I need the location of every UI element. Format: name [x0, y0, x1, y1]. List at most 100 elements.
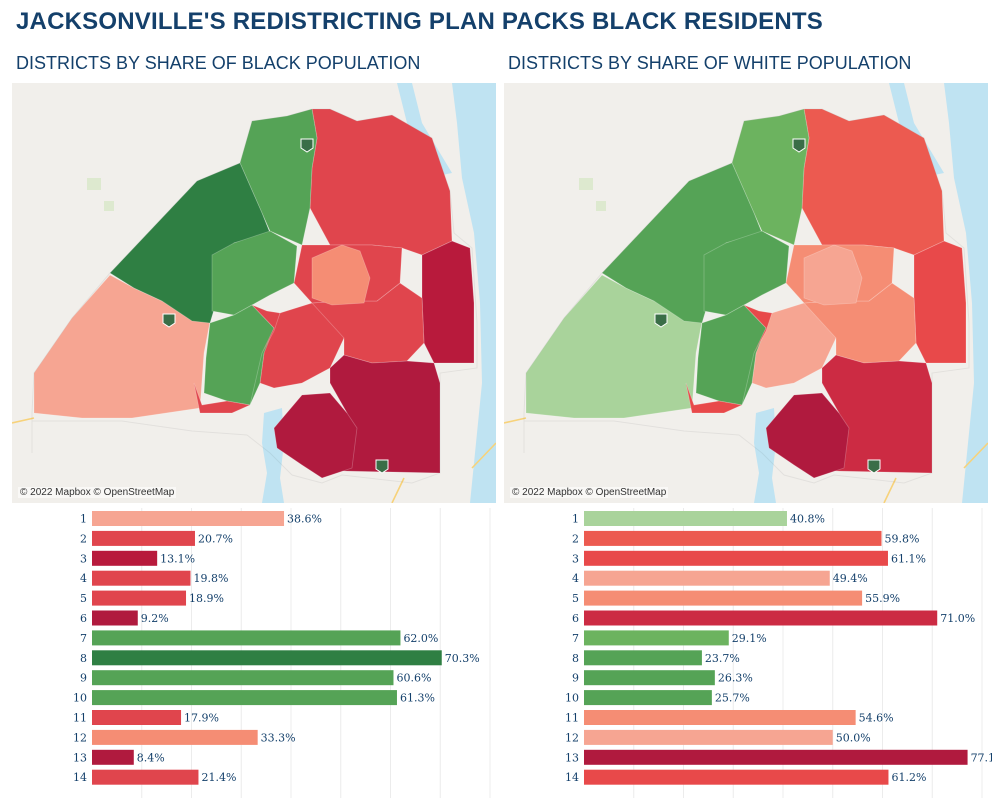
district-label: 5: [80, 592, 87, 605]
bar[interactable]: [92, 650, 442, 666]
district-6[interactable]: [821, 354, 933, 474]
bar-value-label: 55.9%: [865, 592, 900, 605]
district-6[interactable]: [329, 354, 441, 474]
district-7[interactable]: [731, 108, 810, 246]
district-9[interactable]: [211, 230, 298, 316]
bar[interactable]: [584, 769, 889, 785]
district-label: 11: [73, 712, 87, 725]
map-attribution[interactable]: © 2022 Mapbox © OpenStreetMap: [18, 487, 177, 498]
district-label: 14: [73, 771, 87, 784]
bar-chart-svg: 1 40.8% 2 59.8% 3 61.1% 4 49.4% 5 55.9% 6 71.0% 7 29.…: [565, 508, 992, 798]
park-area: [87, 178, 101, 190]
bar-value-label: 26.3%: [718, 672, 753, 685]
bar[interactable]: [92, 749, 134, 765]
bar-value-label: 25.7%: [715, 692, 750, 705]
county-outline: [523, 108, 970, 484]
bar[interactable]: [92, 710, 182, 725]
district-label: 3: [80, 552, 87, 565]
ocean: [452, 83, 496, 503]
bar[interactable]: [92, 511, 285, 526]
bar-value-label: 77.1%: [971, 751, 992, 764]
bar[interactable]: [92, 729, 258, 745]
district-10[interactable]: [695, 304, 767, 406]
district-label: 5: [572, 592, 579, 605]
bar-chart-svg: 1 38.6% 2 20.7% 3 13.1% 4 19.8% 5 18.9% 6 9.2% 7 62.0…: [73, 508, 491, 798]
district-label: 2: [80, 532, 87, 545]
bar[interactable]: [584, 570, 830, 586]
bar[interactable]: [584, 650, 702, 666]
district-7[interactable]: [239, 108, 318, 246]
bar[interactable]: [92, 570, 191, 586]
bar[interactable]: [584, 511, 787, 526]
road: [504, 417, 988, 503]
district-label: 7: [572, 632, 579, 645]
bar-chart-black: 1 38.6% 2 20.7% 3 13.1% 4 19.8% 5 18.9% 6 9.2% 7 62.0…: [10, 508, 500, 800]
district-2[interactable]: [801, 108, 945, 256]
district-label: 10: [73, 692, 87, 705]
bar[interactable]: [584, 749, 968, 765]
bar[interactable]: [584, 530, 882, 546]
bar[interactable]: [584, 670, 715, 686]
district-3[interactable]: [913, 240, 967, 364]
district-label: 14: [565, 771, 579, 784]
interstate-shield-icon: [300, 138, 314, 153]
bar-value-label: 29.1%: [732, 632, 767, 645]
bar-value-label: 40.8%: [790, 513, 825, 526]
bar[interactable]: [92, 550, 158, 566]
district-13[interactable]: [765, 392, 850, 479]
river-inlet: [889, 83, 944, 175]
bar[interactable]: [584, 550, 888, 566]
bar-value-label: 70.3%: [445, 652, 480, 665]
bar[interactable]: [584, 690, 712, 706]
district-label: 1: [572, 513, 579, 526]
district-2[interactable]: [309, 108, 453, 256]
map-black-population[interactable]: © 2022 Mapbox © OpenStreetMap: [12, 83, 496, 503]
bar[interactable]: [92, 670, 394, 686]
bar[interactable]: [584, 590, 863, 606]
bar[interactable]: [584, 729, 833, 745]
bar-value-label: 49.4%: [833, 572, 868, 585]
district-label: 10: [565, 692, 579, 705]
county-outline: [31, 108, 478, 484]
district-14[interactable]: [193, 304, 281, 414]
bar[interactable]: [584, 630, 729, 646]
bar[interactable]: [584, 610, 938, 626]
bar[interactable]: [92, 690, 397, 706]
bar-value-label: 13.1%: [160, 552, 195, 565]
bar-value-label: 17.9%: [184, 712, 219, 725]
district-12[interactable]: [803, 244, 863, 306]
bar[interactable]: [92, 530, 195, 546]
district-label: 3: [572, 552, 579, 565]
bar[interactable]: [92, 590, 187, 606]
bar[interactable]: [584, 710, 856, 725]
map-white-population[interactable]: © 2022 Mapbox © OpenStreetMap: [504, 83, 988, 503]
bar-value-label: 23.7%: [705, 652, 740, 665]
district-14[interactable]: [685, 304, 773, 414]
district-10[interactable]: [203, 304, 275, 406]
main-title: JACKSONVILLE'S REDISTRICTING PLAN PACKS …: [16, 8, 823, 35]
bar[interactable]: [92, 769, 199, 785]
interstate-shield-icon: [654, 313, 668, 328]
bar-value-label: 20.7%: [198, 532, 233, 545]
map-svg: [12, 83, 496, 503]
bar-value-label: 18.9%: [189, 592, 224, 605]
district-9[interactable]: [703, 230, 790, 316]
district-label: 13: [565, 751, 579, 764]
district-12[interactable]: [311, 244, 371, 306]
bar[interactable]: [92, 610, 138, 626]
panel-white-population: DISTRICTS BY SHARE OF WHITE POPULATION ©…: [502, 50, 992, 800]
panel-title-black: DISTRICTS BY SHARE OF BLACK POPULATION: [16, 53, 421, 73]
bar-value-label: 71.0%: [940, 612, 975, 625]
district-label: 8: [572, 652, 579, 665]
district-3[interactable]: [421, 240, 475, 364]
map-svg: [504, 83, 988, 503]
map-attribution[interactable]: © 2022 Mapbox © OpenStreetMap: [510, 487, 669, 498]
bar-value-label: 19.8%: [194, 572, 229, 585]
district-13[interactable]: [273, 392, 358, 479]
bar-value-label: 60.6%: [396, 672, 431, 685]
bar-value-label: 38.6%: [287, 513, 322, 526]
river-inlet: [397, 83, 452, 175]
district-label: 6: [80, 612, 87, 625]
bar[interactable]: [92, 630, 401, 646]
park-area: [579, 178, 593, 190]
